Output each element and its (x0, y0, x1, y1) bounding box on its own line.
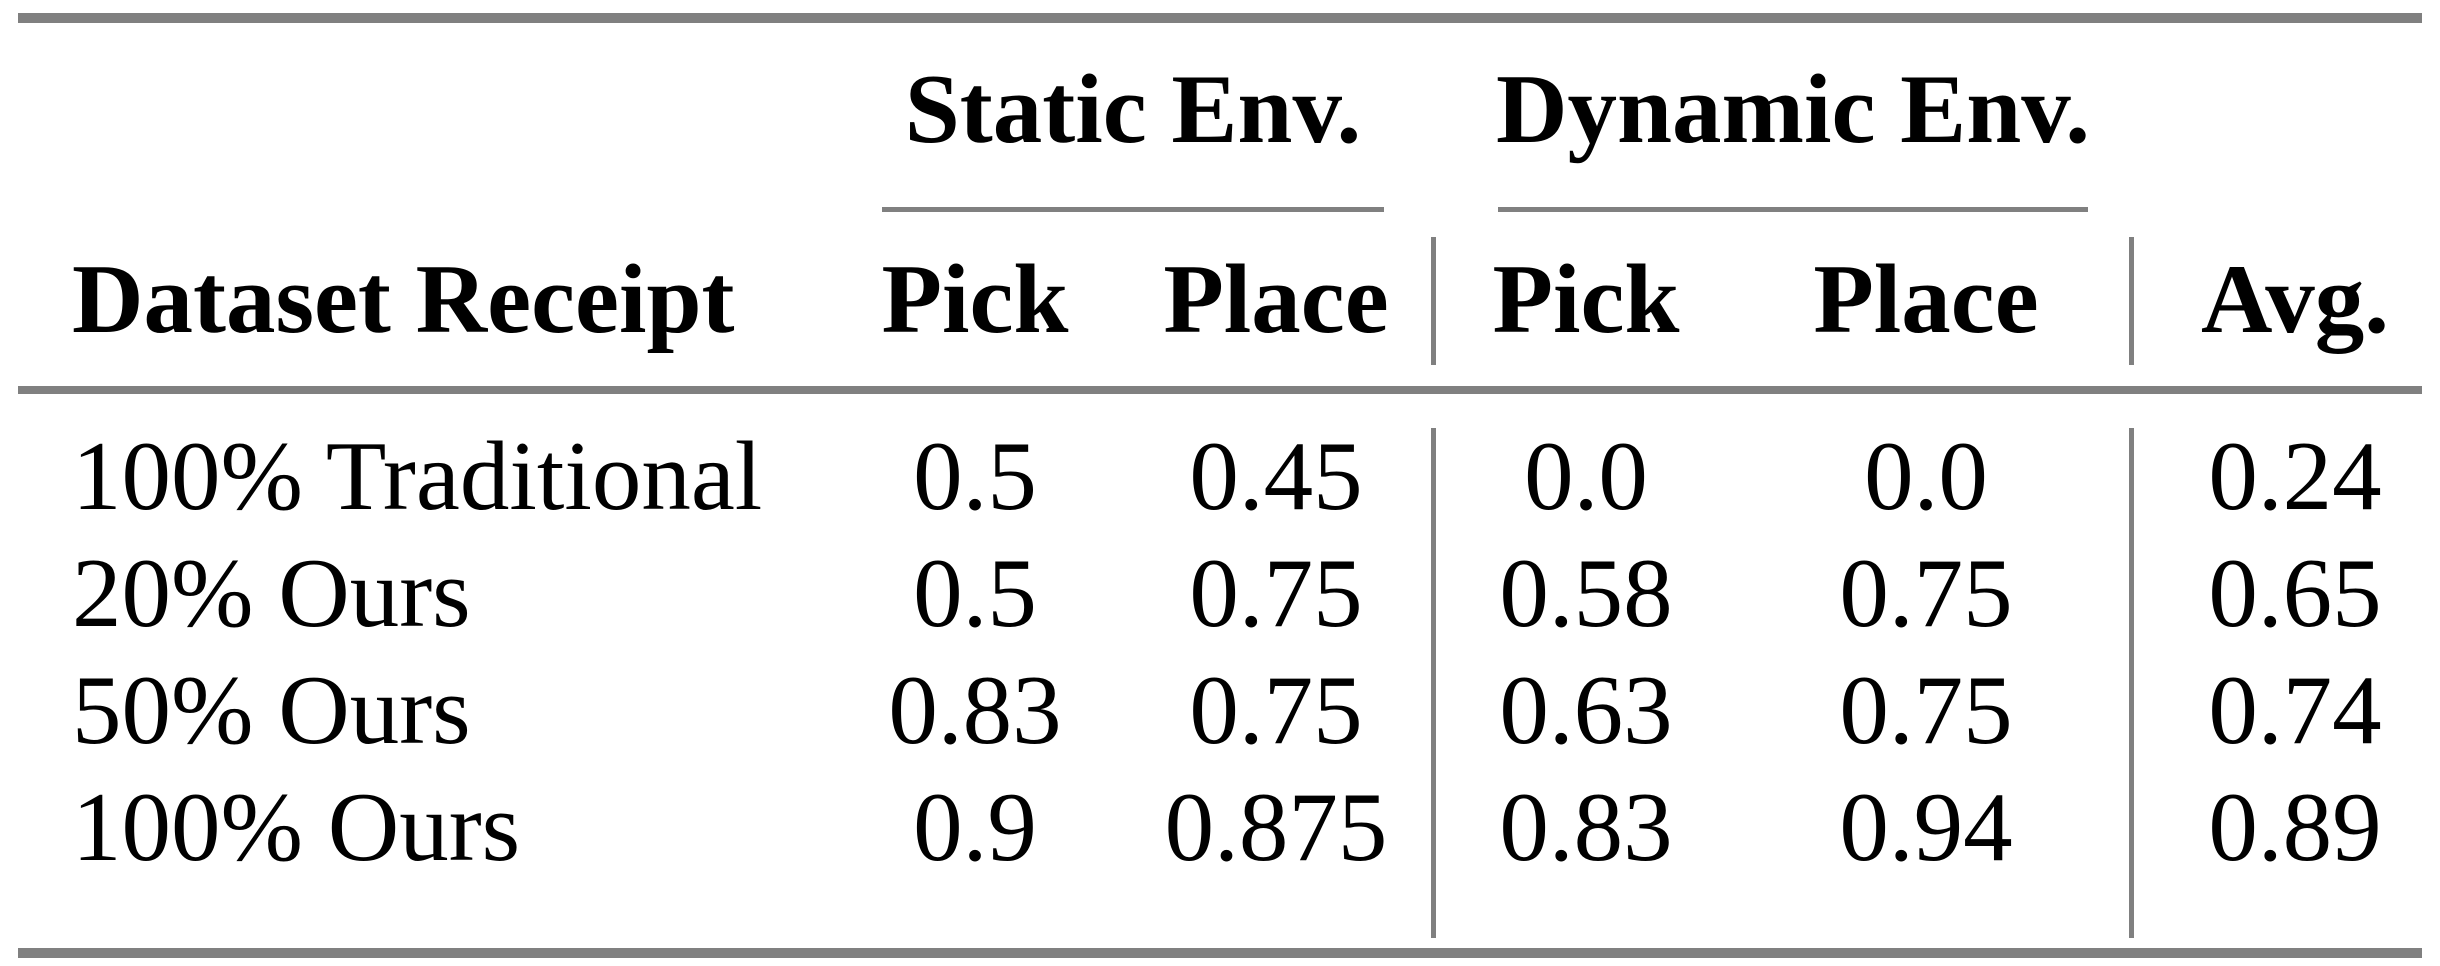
cell-static-place: 0.75 (1189, 539, 1363, 648)
bottom-rule (18, 948, 2422, 958)
row-label: 50% Ours (72, 656, 471, 765)
column-header-avg: Avg. (2201, 245, 2389, 354)
cell-dynamic-place: 0.0 (1864, 422, 1988, 531)
header-separator-place-avg (2129, 237, 2134, 365)
top-rule (18, 13, 2422, 23)
header-body-rule (18, 386, 2422, 394)
group-header-static-env: Static Env. (904, 55, 1362, 164)
cell-static-pick: 0.5 (913, 422, 1037, 531)
cell-dynamic-pick: 0.83 (1499, 773, 1673, 882)
column-header-static-pick: Pick (881, 245, 1069, 354)
cell-dynamic-pick: 0.63 (1499, 656, 1673, 765)
cell-dynamic-place: 0.94 (1839, 773, 2013, 882)
cell-dynamic-place: 0.75 (1839, 539, 2013, 648)
column-header-static-place: Place (1163, 245, 1389, 354)
cell-static-pick: 0.83 (888, 656, 1062, 765)
cell-dynamic-place: 0.75 (1839, 656, 2013, 765)
row-label: 20% Ours (72, 539, 471, 648)
group-header-dynamic-env: Dynamic Env. (1495, 55, 2091, 164)
cell-static-place: 0.45 (1189, 422, 1363, 531)
cell-avg: 0.65 (2208, 539, 2382, 648)
cell-avg: 0.74 (2208, 656, 2382, 765)
static-env-underline-rule (882, 207, 1384, 212)
cell-dynamic-pick: 0.0 (1524, 422, 1648, 531)
cell-static-pick: 0.5 (913, 539, 1037, 648)
column-header-dynamic-place: Place (1813, 245, 2039, 354)
dynamic-env-underline-rule (1498, 207, 2088, 212)
cell-avg: 0.89 (2208, 773, 2382, 882)
row-label: 100% Ours (72, 773, 521, 882)
body-separator-static-dynamic (1431, 428, 1436, 938)
cell-dynamic-pick: 0.58 (1499, 539, 1673, 648)
cell-static-place: 0.875 (1164, 773, 1388, 882)
cell-avg: 0.24 (2208, 422, 2382, 531)
column-header-dataset-receipt: Dataset Receipt (72, 245, 735, 354)
body-separator-place-avg (2129, 428, 2134, 938)
row-label: 100% Traditional (72, 422, 763, 531)
column-header-dynamic-pick: Pick (1492, 245, 1680, 354)
header-separator-static-dynamic (1431, 237, 1436, 365)
cell-static-pick: 0.9 (913, 773, 1037, 882)
cell-static-place: 0.75 (1189, 656, 1363, 765)
